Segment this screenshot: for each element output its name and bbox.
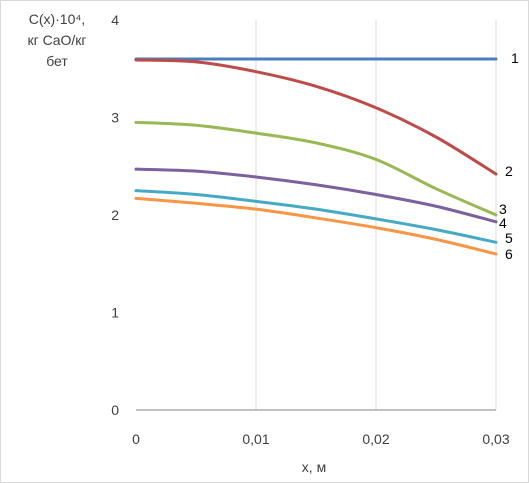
x-tick-label-2: 0,02 bbox=[362, 431, 389, 447]
x-axis-ticks: 0 0,01 0,02 0,03 bbox=[132, 431, 510, 447]
series-line-6 bbox=[134, 196, 498, 256]
series-lines bbox=[134, 57, 498, 256]
y-axis-title-line-3: бет bbox=[46, 53, 68, 69]
x-tick-label-1: 0,01 bbox=[242, 431, 269, 447]
series-label-5: 5 bbox=[505, 230, 513, 246]
series-label-3: 3 bbox=[499, 201, 507, 217]
x-tick-label-0: 0 bbox=[132, 431, 140, 447]
y-tick-label-4: 4 bbox=[111, 12, 119, 28]
series-label-4: 4 bbox=[499, 215, 507, 231]
x-tick-label-3: 0,03 bbox=[482, 431, 509, 447]
series-line-2 bbox=[134, 58, 498, 176]
series-label-2: 2 bbox=[505, 163, 513, 179]
series-line-4 bbox=[134, 167, 498, 224]
x-axis-title: x, м bbox=[302, 459, 326, 475]
y-axis-ticks: 0 1 2 3 4 bbox=[111, 12, 119, 418]
y-tick-label-2: 2 bbox=[111, 207, 119, 223]
y-axis-title-line-2: кг CaO/кг bbox=[27, 32, 86, 48]
series-label-1: 1 bbox=[511, 50, 519, 66]
y-axis-title-line-1: C(x)·10⁴, bbox=[29, 11, 86, 27]
y-tick-label-3: 3 bbox=[111, 110, 119, 126]
series-label-6: 6 bbox=[505, 246, 513, 262]
series-line-5 bbox=[134, 189, 498, 244]
y-tick-label-0: 0 bbox=[111, 402, 119, 418]
series-line-3 bbox=[134, 120, 498, 217]
y-tick-label-1: 1 bbox=[111, 305, 119, 321]
